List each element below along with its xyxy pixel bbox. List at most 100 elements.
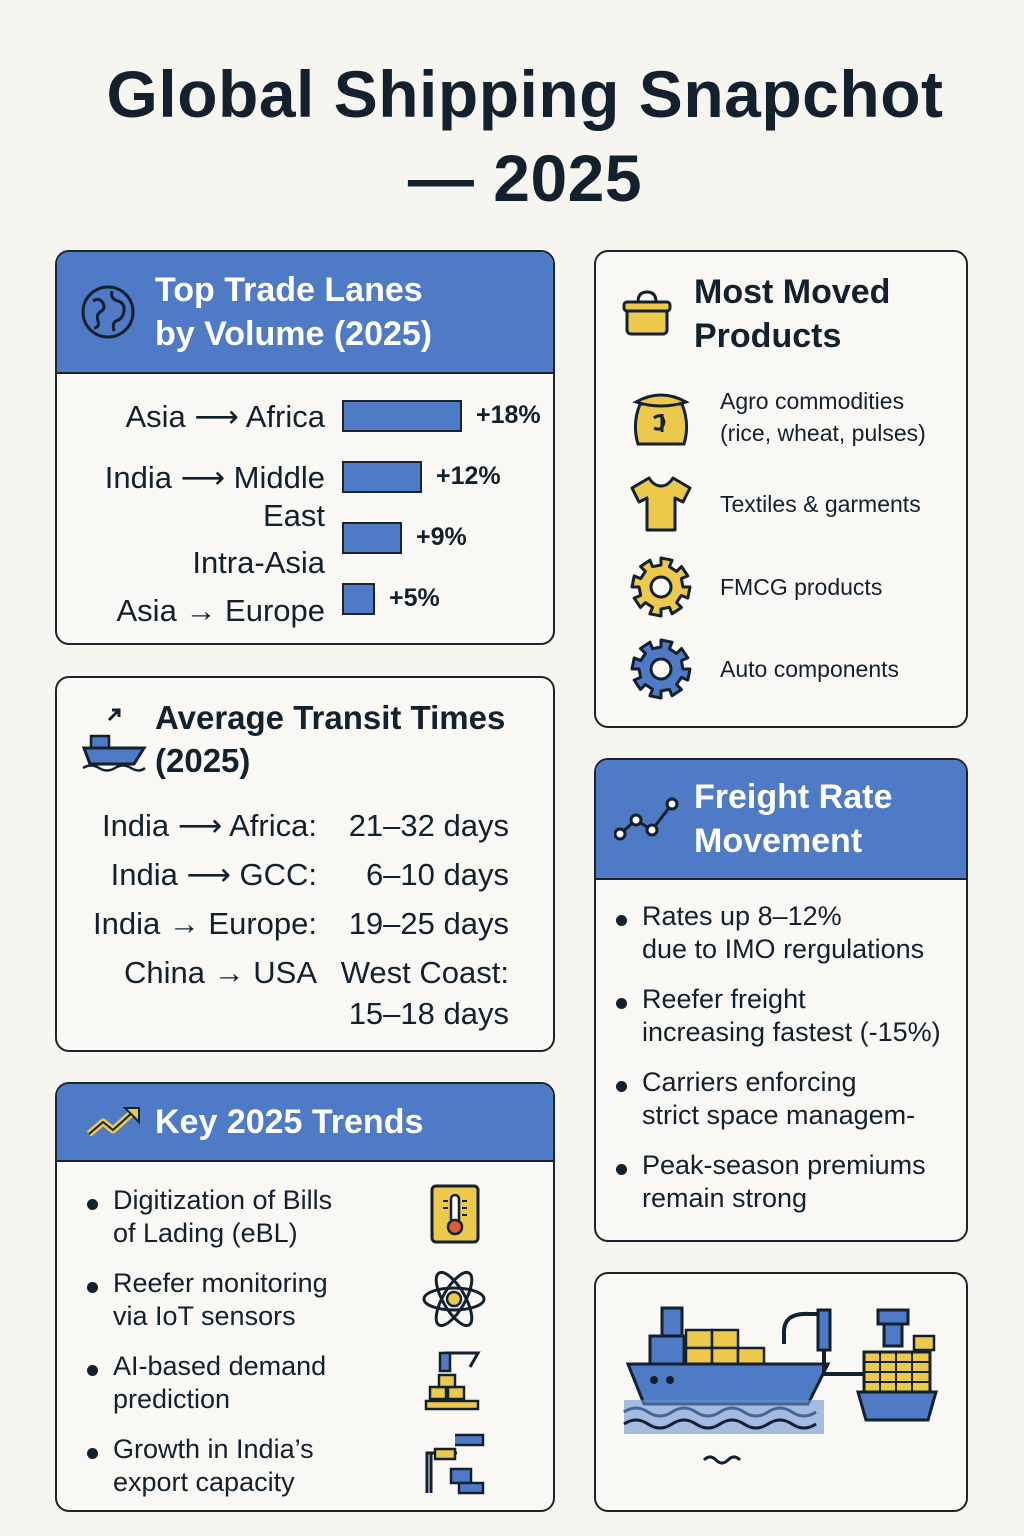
transit-card: Average Transit Times (2025) India ⟶ Afr… xyxy=(55,676,555,1052)
thermometer-icon xyxy=(427,1182,483,1246)
products-card: Most Moved Products Agro commodities (ri… xyxy=(594,250,968,728)
product-label-line: (rice, wheat, pulses) xyxy=(720,420,926,446)
bullet-line: strict space managem- xyxy=(642,1100,916,1130)
freight-card: Freight Rate Movement Rates up 8–12% due … xyxy=(594,758,968,1242)
transit-time: 21–32 days xyxy=(348,808,509,843)
trends-card: Key 2025 Trends Digitization of Bills of … xyxy=(55,1082,555,1512)
loading-dock-icon xyxy=(419,1428,489,1498)
product-item-fmcg: FMCG products xyxy=(626,554,882,620)
products-title-1: Most Moved xyxy=(694,273,891,311)
tshirt-icon xyxy=(626,474,696,534)
freight-bullet: Rates up 8–12% due to IMO rergulations xyxy=(616,900,966,966)
trade-lanes-title-1: Top Trade Lanes xyxy=(155,271,423,309)
bullet-line: Carriers enforcing xyxy=(642,1067,857,1097)
trend-bullet: AI-based demand prediction xyxy=(87,1350,417,1416)
bullet-line: prediction xyxy=(113,1384,231,1414)
ship-icon xyxy=(81,704,147,774)
crane-boxes-icon xyxy=(421,1346,487,1416)
bullet-line: due to IMO rergulations xyxy=(642,934,925,964)
transit-title-2: (2025) xyxy=(155,742,251,779)
title-line-2: — 2025 xyxy=(407,141,643,215)
port-ship-crane-icon xyxy=(614,1296,954,1496)
freight-title-2: Movement xyxy=(694,822,863,860)
trends-title: Key 2025 Trends xyxy=(155,1103,424,1141)
trade-lane-bar xyxy=(342,461,422,493)
trade-lane-bar xyxy=(342,583,375,615)
trend-bullet: Digitization of Bills of Lading (eBL) xyxy=(87,1184,417,1250)
trade-lanes-header: Top Trade Lanes by Volume (2025) xyxy=(57,252,553,374)
bullet-line: remain strong xyxy=(642,1183,808,1213)
trend-bullet: Growth in India’s export capacity xyxy=(87,1433,417,1499)
trade-lane-growth: +18% xyxy=(476,401,541,429)
globe-icon xyxy=(79,283,137,341)
freight-title: Freight Rate Movement xyxy=(694,775,892,863)
gear-blue-icon xyxy=(626,636,696,702)
trade-lane-label: India ⟶ Middle East xyxy=(104,460,325,533)
freight-bullets: Rates up 8–12% due to IMO rergulations Re… xyxy=(616,900,966,1215)
bullet-line: Rates up 8–12% xyxy=(642,901,842,931)
product-item-agro: Agro commodities (rice, wheat, pulses) xyxy=(626,382,926,452)
transit-title-1: Average Transit Times xyxy=(155,699,506,736)
transit-time: West Coast: xyxy=(340,955,509,990)
freight-bullet: Reefer freight increasing fastest (-15%) xyxy=(616,983,966,1049)
trade-lane-bar xyxy=(342,400,462,432)
bullet-line: increasing fastest (-15%) xyxy=(642,1017,941,1047)
transit-time: 6–10 days xyxy=(365,857,509,892)
products-header: Most Moved Products xyxy=(596,252,966,370)
bullet-line: of Lading (eBL) xyxy=(113,1218,298,1248)
bullet-line: via IoT sensors xyxy=(113,1301,296,1331)
product-label-line: Textiles & garments xyxy=(720,491,921,517)
line-chart-icon xyxy=(614,794,680,844)
transit-route: China → USA xyxy=(124,955,317,990)
gear-yellow-icon xyxy=(626,554,696,620)
trends-header: Key 2025 Trends xyxy=(57,1084,553,1162)
product-label: Agro commodities (rice, wheat, pulses) xyxy=(720,385,926,449)
bullet-line: export capacity xyxy=(113,1467,295,1497)
bullet-line: Growth in India’s xyxy=(113,1434,314,1464)
atom-icon xyxy=(419,1266,489,1332)
page-title: Global Shipping Snapchot — 2025 xyxy=(60,52,990,220)
transit-time: 19–25 days xyxy=(348,906,509,941)
trend-up-icon xyxy=(85,1102,143,1142)
bullet-line: Reefer monitoring xyxy=(113,1268,328,1298)
product-label-line: Auto components xyxy=(720,656,900,682)
product-label: Auto components xyxy=(720,653,899,685)
transit-header: Average Transit Times (2025) xyxy=(57,678,553,788)
trade-lane-growth: +12% xyxy=(436,462,501,490)
transit-time: 15–18 days xyxy=(348,996,509,1031)
trade-lane-growth: +9% xyxy=(416,523,467,551)
trade-lane-label: Intra-Asia xyxy=(192,545,325,580)
trade-lane-label: Asia → Europe xyxy=(116,593,326,628)
freight-title-1: Freight Rate xyxy=(694,778,893,816)
product-label-line: FMCG products xyxy=(720,574,883,600)
products-title-2: Products xyxy=(694,317,842,355)
trade-lane-growth: +5% xyxy=(389,584,440,612)
products-title: Most Moved Products xyxy=(694,270,890,358)
product-label-line: Agro commodities xyxy=(720,388,905,414)
transit-route: India ⟶ GCC: xyxy=(110,857,317,892)
product-label: Textiles & garments xyxy=(720,488,921,520)
trade-lanes-title: Top Trade Lanes by Volume (2025) xyxy=(155,268,432,356)
transit-title: Average Transit Times (2025) xyxy=(155,696,505,782)
freight-bullet: Peak-season premiums remain strong xyxy=(616,1149,966,1215)
trend-bullet: Reefer monitoring via IoT sensors xyxy=(87,1267,417,1333)
product-item-auto: Auto components xyxy=(626,636,899,702)
basket-icon xyxy=(622,289,672,339)
freight-bullet: Carriers enforcing strict space managem- xyxy=(616,1066,966,1132)
bullet-line: Peak-season premiums xyxy=(642,1150,926,1180)
trade-lanes-chart: Asia ⟶ Africa +18% India ⟶ Middle East +12%… xyxy=(57,374,553,643)
transit-route: India ⟶ Africa: xyxy=(101,808,317,843)
product-item-textiles: Textiles & garments xyxy=(626,474,921,534)
trade-lane-bar xyxy=(342,522,402,554)
trade-lane-label: Asia ⟶ Africa xyxy=(125,399,325,434)
port-illustration-card xyxy=(594,1272,968,1512)
product-label: FMCG products xyxy=(720,571,882,603)
grain-sack-icon xyxy=(626,382,696,452)
freight-header: Freight Rate Movement xyxy=(596,760,966,880)
title-line-1: Global Shipping Snapchot xyxy=(106,57,944,131)
bullet-line: AI-based demand xyxy=(113,1351,327,1381)
bullet-line: Digitization of Bills xyxy=(113,1185,333,1215)
bullet-line: Reefer freight xyxy=(642,984,806,1014)
transit-route: India → Europe: xyxy=(92,906,317,941)
trade-lanes-title-2: by Volume (2025) xyxy=(155,315,433,353)
